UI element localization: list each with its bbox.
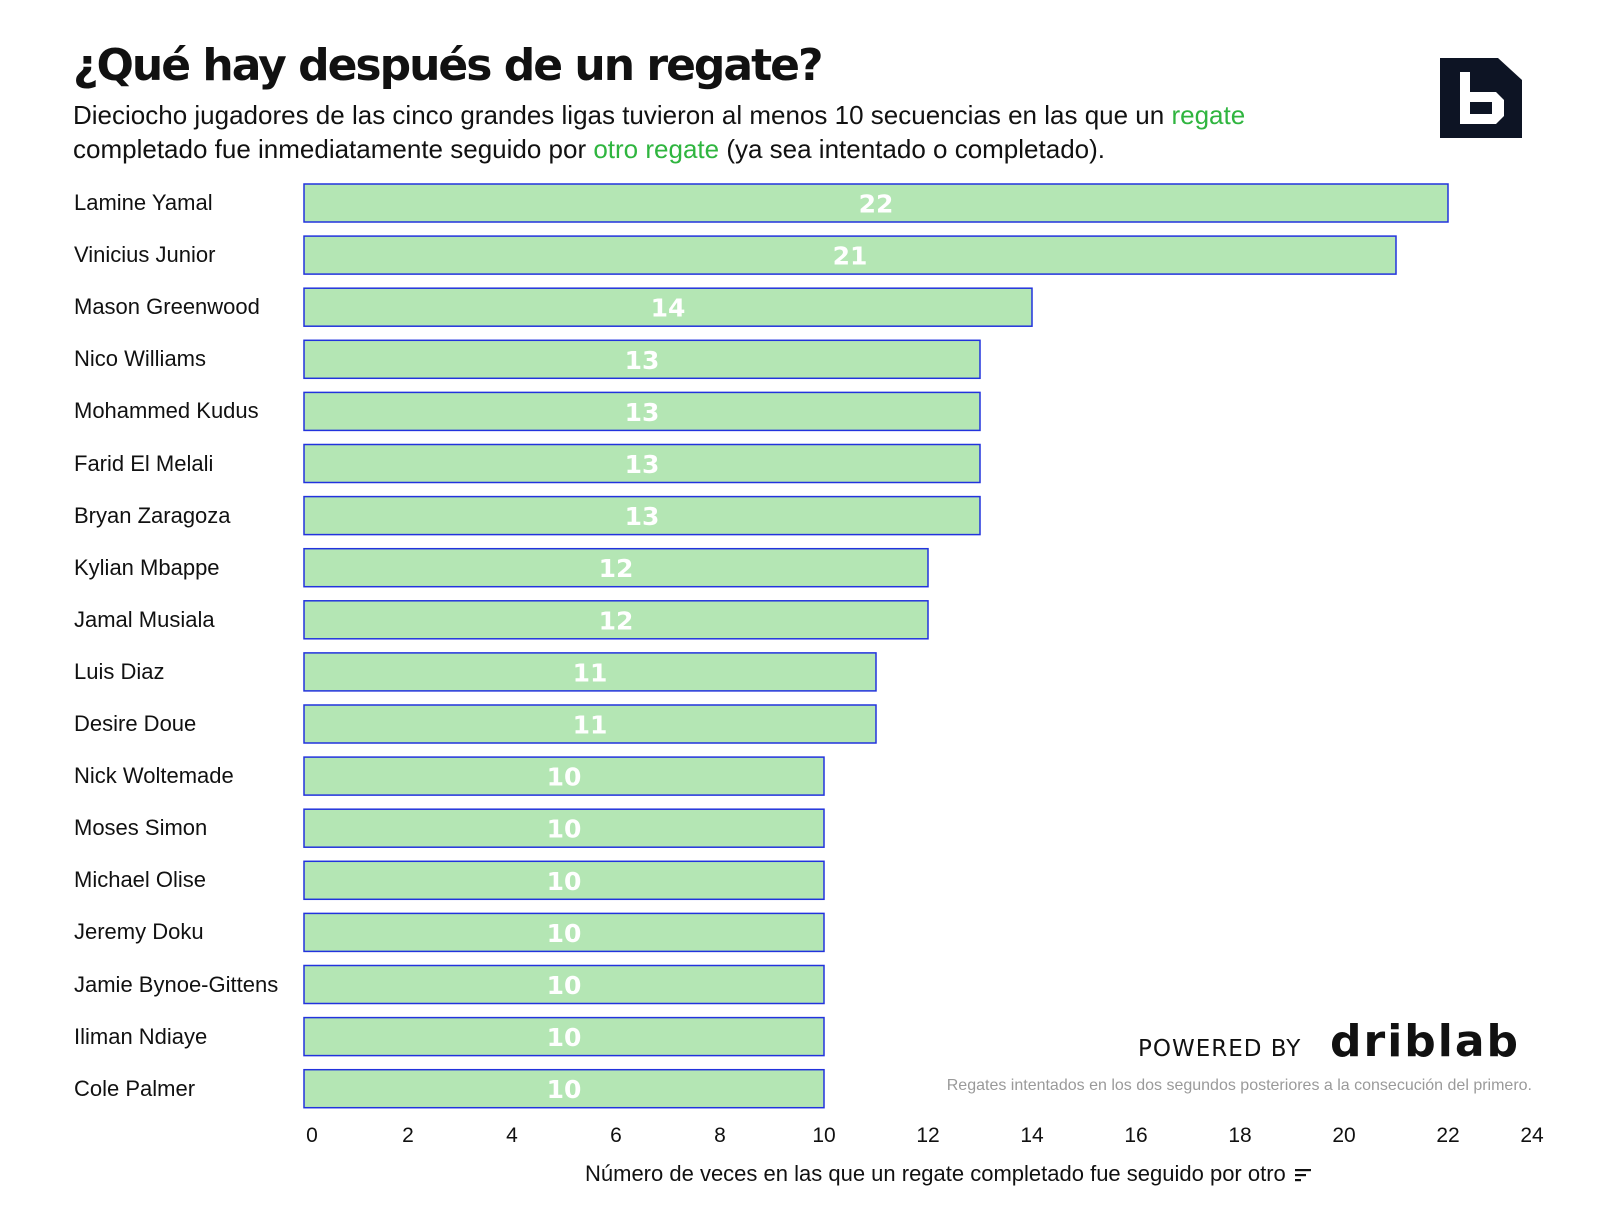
y-axis-label: Kylian Mbappe (74, 554, 220, 580)
b-logo-icon (1440, 58, 1522, 138)
y-axis-label: Farid El Melali (74, 450, 214, 476)
driblab-logo: driblab (1330, 1016, 1521, 1067)
y-axis-label: Mohammed Kudus (74, 398, 259, 424)
x-tick-label: 10 (812, 1124, 835, 1147)
bar (303, 964, 825, 1005)
bar (303, 1016, 825, 1057)
x-tick-label: 2 (402, 1124, 414, 1147)
chart-subtitle: Dieciocho jugadores de las cinco grandes… (73, 98, 1353, 166)
y-axis-label: Luis Diaz (74, 658, 165, 684)
y-axis-label: Nico Williams (74, 346, 206, 372)
bar-value-label: 13 (625, 398, 660, 427)
bar (303, 704, 877, 744)
bar (303, 912, 825, 953)
y-axis-label: Desire Doue (74, 711, 197, 736)
bar-value-label: 13 (625, 502, 660, 531)
bar (303, 1068, 825, 1109)
bar-value-label: 10 (547, 971, 582, 1000)
bars-group: 22 21 14 13 13 13 13 12 12 11 11 10 10 10 10 10 10 10 (303, 183, 1449, 1109)
subtitle-text-1: Dieciocho jugadores de las cinco grandes… (73, 100, 1172, 130)
footnote: Regates intentados en los dos segundos p… (946, 1077, 1532, 1094)
bar-value-label: 10 (547, 763, 582, 792)
x-tick-label: 20 (1332, 1124, 1355, 1147)
bar-value-label: 10 (547, 815, 582, 844)
y-axis-label: Vinicius Junior (74, 242, 216, 268)
y-axis-label: Mason Greenwood (74, 294, 260, 320)
bar (303, 808, 825, 848)
y-axis-label: Jeremy Doku (74, 919, 204, 945)
bar-value-label: 12 (599, 606, 634, 635)
bar-value-label: 10 (547, 1023, 582, 1052)
subtitle-highlight-regate: regate (1171, 100, 1246, 130)
bar (303, 860, 825, 901)
bar-value-label: 13 (625, 346, 660, 375)
bar (303, 235, 1397, 275)
bar-value-label: 11 (573, 711, 608, 740)
bar (303, 443, 981, 484)
x-axis-title: Número de veces en las que un regate com… (585, 1161, 1312, 1187)
bar-value-label: 12 (599, 554, 634, 583)
bar-value-label: 21 (833, 242, 868, 271)
bar (303, 652, 877, 692)
bar-value-label: 14 (651, 294, 686, 323)
subtitle-highlight-otro-regate: otro regate (593, 134, 720, 164)
x-tick-label: 24 (1520, 1124, 1544, 1147)
bar-value-label: 11 (573, 658, 608, 687)
bar-value-label: 22 (859, 190, 894, 219)
bar (303, 495, 981, 536)
bar-value-label: 10 (547, 1075, 582, 1104)
bar-value-label: 10 (547, 867, 582, 896)
bar (303, 339, 981, 380)
bar (303, 756, 825, 796)
y-axis-label: Moses Simon (74, 815, 208, 841)
y-axis-label: Michael Olise (74, 867, 207, 893)
x-tick-label: 4 (506, 1124, 518, 1147)
y-axis-label: Jamie Bynoe-Gittens (74, 971, 279, 997)
x-axis-ticks: 0 2 4 6 8 10 12 14 16 18 20 22 24 (306, 1124, 1544, 1147)
chart-title: ¿Qué hay después de un regate? (73, 40, 824, 91)
bar (303, 183, 1449, 223)
y-axis-label: Nick Woltemade (74, 763, 234, 789)
bar (303, 600, 929, 640)
x-tick-label: 6 (610, 1124, 622, 1147)
bar (303, 547, 929, 588)
x-tick-label: 14 (1020, 1124, 1044, 1147)
x-tick-label: 8 (714, 1124, 726, 1147)
y-axis-label: Bryan Zaragoza (74, 502, 231, 528)
subtitle-text-2: completado fue inmediatamente seguido po… (73, 134, 594, 164)
x-tick-label: 22 (1436, 1124, 1459, 1147)
x-axis-title-text: Número de veces en las que un regate com… (585, 1161, 1286, 1186)
bar (303, 391, 981, 432)
bar (303, 287, 1033, 327)
x-tick-label: 0 (306, 1124, 318, 1147)
bar-value-label: 10 (547, 919, 582, 948)
x-tick-label: 18 (1228, 1124, 1251, 1147)
powered-by-text: POWERED BY (1138, 1036, 1302, 1062)
subtitle-text-3: (ya sea intentado o completado). (719, 134, 1105, 164)
y-axis-label: Jamal Musiala (74, 606, 215, 632)
x-tick-label: 16 (1124, 1124, 1147, 1147)
x-tick-label: 12 (916, 1124, 939, 1147)
y-axis-label: Cole Palmer (74, 1075, 196, 1101)
sort-icon (1294, 1169, 1311, 1182)
y-axis-label: Lamine Yamal (74, 190, 213, 215)
y-axis-label: Iliman Ndiaye (74, 1023, 208, 1049)
bar-value-label: 13 (625, 450, 660, 479)
